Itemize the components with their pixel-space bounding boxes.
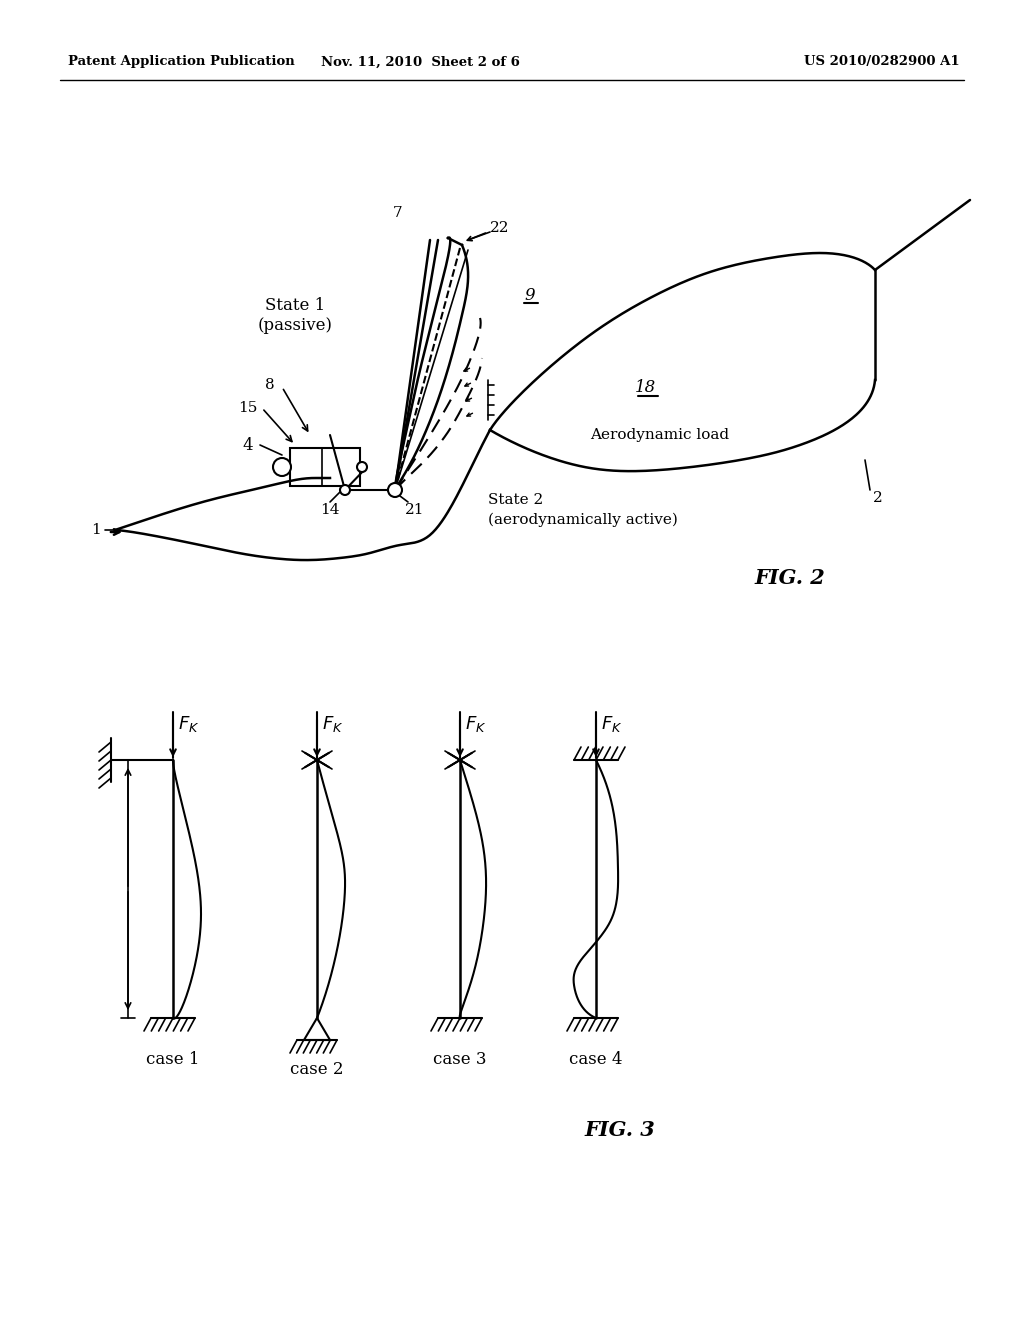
Text: Nov. 11, 2010  Sheet 2 of 6: Nov. 11, 2010 Sheet 2 of 6 (321, 55, 519, 69)
Circle shape (340, 484, 350, 495)
Circle shape (357, 462, 367, 473)
Text: case 3: case 3 (433, 1052, 486, 1068)
Text: 14: 14 (321, 503, 340, 517)
Text: (passive): (passive) (257, 317, 333, 334)
Text: 21: 21 (406, 503, 425, 517)
Text: 9: 9 (524, 286, 536, 304)
Text: 8: 8 (265, 378, 274, 392)
Text: $F_K$: $F_K$ (178, 714, 200, 734)
Text: 22: 22 (490, 220, 510, 235)
Text: FIG. 3: FIG. 3 (585, 1119, 655, 1140)
Text: 2: 2 (873, 491, 883, 506)
Text: FIG. 2: FIG. 2 (755, 568, 825, 587)
Bar (290, 447, 360, 486)
Text: case 4: case 4 (569, 1052, 623, 1068)
Text: $F_K$: $F_K$ (601, 714, 623, 734)
Text: $F_K$: $F_K$ (465, 714, 486, 734)
Text: Patent Application Publication: Patent Application Publication (68, 55, 295, 69)
Text: 15: 15 (239, 401, 258, 414)
Text: State 1: State 1 (265, 297, 326, 314)
Text: case 2: case 2 (290, 1061, 344, 1078)
Text: 7: 7 (393, 206, 402, 220)
Text: 18: 18 (635, 380, 655, 396)
Text: Aerodynamic load: Aerodynamic load (590, 428, 729, 442)
Text: US 2010/0282900 A1: US 2010/0282900 A1 (805, 55, 961, 69)
Text: State 2: State 2 (488, 492, 544, 507)
Text: 4: 4 (243, 437, 253, 454)
Text: $F_K$: $F_K$ (322, 714, 343, 734)
Text: (aerodynamically active): (aerodynamically active) (488, 512, 678, 527)
Circle shape (388, 483, 402, 498)
Text: 1: 1 (91, 523, 101, 537)
Text: case 1: case 1 (146, 1052, 200, 1068)
Circle shape (273, 458, 291, 477)
